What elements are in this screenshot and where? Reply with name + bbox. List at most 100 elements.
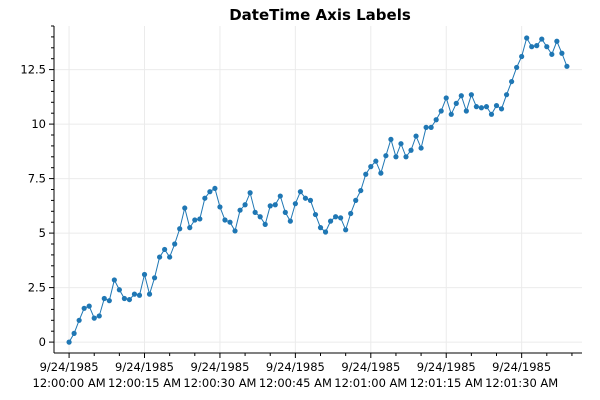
data-point [458, 93, 464, 99]
y-tick-label: 10 [31, 117, 46, 131]
data-point [378, 170, 384, 176]
y-tick-label: 12.5 [20, 63, 46, 77]
data-point [503, 92, 510, 98]
data-point [66, 339, 72, 345]
x-tick-label-time: 12:00:30 AM [183, 376, 256, 390]
x-tick-label-date: 9/24/1985 [190, 360, 249, 374]
data-point [297, 189, 303, 195]
data-point [403, 154, 409, 160]
series-layer [66, 35, 570, 345]
data-point [157, 254, 163, 260]
data-point [71, 330, 77, 336]
data-point [453, 100, 459, 106]
data-point [121, 295, 127, 302]
data-point [463, 108, 469, 114]
data-point [327, 218, 334, 224]
data-point [493, 102, 500, 109]
data-point [126, 296, 133, 303]
data-point [438, 108, 444, 114]
data-point [242, 202, 248, 208]
data-point [534, 43, 540, 49]
data-point [167, 254, 173, 260]
data-point [398, 141, 404, 147]
data-point [287, 218, 293, 224]
data-point [322, 229, 329, 235]
data-point [483, 104, 490, 110]
data-point [207, 189, 213, 195]
data-point [498, 106, 505, 112]
data-point [393, 154, 399, 160]
data-point [262, 221, 268, 227]
data-point [136, 292, 143, 298]
data-point [343, 227, 349, 233]
data-point [227, 219, 233, 225]
data-point [277, 193, 283, 199]
x-tick-label-date: 9/24/1985 [115, 360, 174, 374]
y-tick-label: 0 [39, 335, 46, 349]
y-tick-label: 5 [39, 226, 46, 240]
data-point [388, 136, 394, 142]
data-point [544, 44, 550, 50]
grid-layer [54, 26, 582, 353]
data-point [86, 303, 92, 309]
data-point [338, 215, 344, 221]
data-point [162, 246, 168, 253]
x-tick-label-date: 9/24/1985 [40, 360, 99, 374]
data-point [292, 201, 298, 207]
data-point [468, 92, 474, 98]
x-tick-label-time: 12:00:00 AM [33, 376, 106, 390]
data-point [177, 226, 183, 232]
data-point [76, 317, 82, 323]
x-tick-label-date: 9/24/1985 [266, 360, 325, 374]
data-point [353, 197, 359, 203]
chart-title: DateTime Axis Labels [229, 6, 411, 24]
y-tick-label: 2.5 [28, 281, 46, 295]
data-point [141, 271, 148, 278]
x-tick-label-time: 12:01:00 AM [334, 376, 407, 390]
x-tick-label-time: 12:00:45 AM [259, 376, 332, 390]
data-point [529, 44, 535, 50]
data-point [96, 313, 102, 319]
data-point [237, 207, 243, 213]
data-point [348, 210, 354, 217]
data-point [559, 50, 565, 56]
data-point [312, 211, 319, 218]
x-tick-label-time: 12:01:30 AM [485, 376, 558, 390]
y-tick-label: 7.5 [28, 172, 46, 186]
data-point [151, 275, 158, 281]
data-point [368, 164, 374, 170]
data-point [172, 241, 178, 247]
data-point [408, 147, 414, 153]
data-point [111, 277, 117, 283]
data-point [549, 51, 555, 57]
data-point [418, 145, 424, 151]
data-point [222, 217, 228, 223]
data-point [257, 214, 263, 220]
x-tick-label-time: 12:01:15 AM [410, 376, 483, 390]
data-point [101, 295, 107, 302]
series-line [68, 36, 568, 343]
data-point [252, 209, 258, 215]
data-point [232, 228, 238, 234]
data-point [267, 203, 273, 209]
data-point [448, 111, 454, 117]
data-point [81, 305, 87, 311]
data-point [197, 216, 203, 222]
data-point [413, 133, 419, 139]
data-point [146, 291, 153, 297]
data-point [247, 190, 253, 196]
data-point [473, 104, 479, 110]
data-point [428, 124, 434, 130]
data-point [514, 64, 520, 71]
data-point [131, 291, 138, 297]
data-point [519, 53, 525, 60]
data-point [423, 124, 429, 130]
x-tick-label-date: 9/24/1985 [417, 360, 476, 374]
data-point [539, 36, 545, 42]
data-point [333, 214, 339, 220]
data-point [488, 111, 495, 117]
data-point [373, 158, 379, 164]
data-point [307, 197, 314, 203]
